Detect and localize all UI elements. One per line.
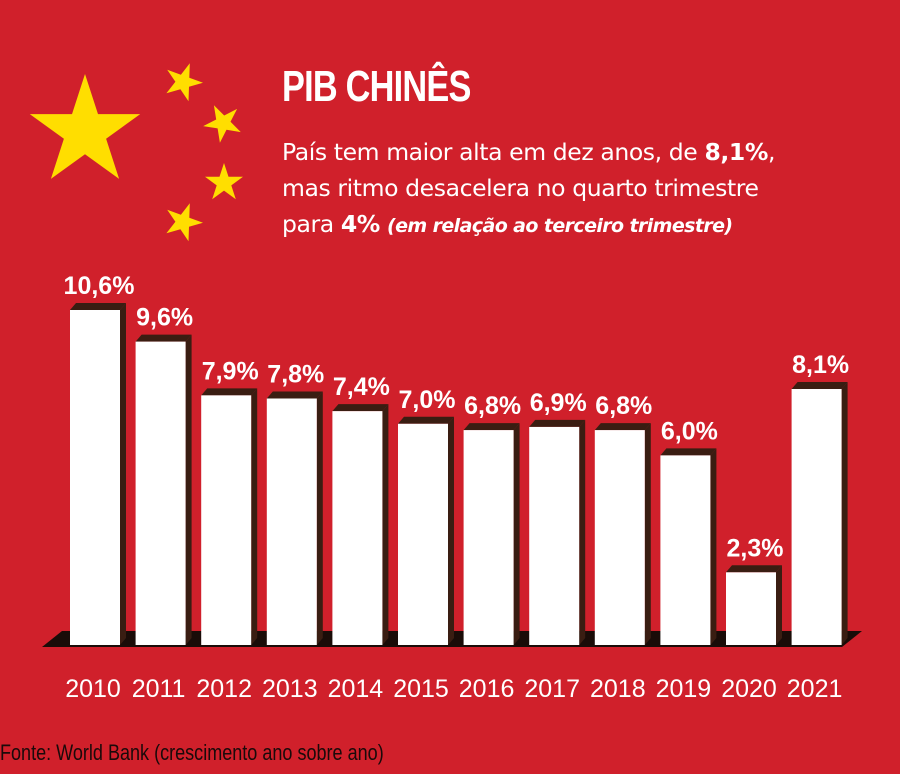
bar-top (135, 334, 192, 342)
subtitle-highlight-annual: 8,1% (704, 138, 769, 166)
bar-top (332, 404, 389, 412)
year-tick-label: 2018 (590, 675, 646, 703)
bars-group (70, 303, 848, 645)
bar-top (201, 388, 258, 396)
bar-side (644, 423, 651, 645)
bar-side (382, 404, 389, 645)
subtitle-note: (em relação ao terceiro trimestre) (387, 215, 733, 237)
bar-top (726, 565, 782, 573)
small-star-icon (166, 203, 203, 242)
bar-side (120, 303, 126, 645)
bar-value-label: 6,9% (530, 389, 587, 417)
big-star-icon (29, 74, 141, 179)
bar-side (185, 334, 192, 645)
bar-value-label: 7,4% (333, 373, 390, 401)
bar-value-label: 8,1% (792, 351, 849, 379)
bar (266, 398, 317, 645)
subtitle-text-line2: mas ritmo desacelera no quarto trimestre (282, 174, 759, 202)
bar-side (448, 416, 454, 645)
year-tick-label: 2015 (393, 675, 449, 703)
subtitle-text: País tem maior alta em dez anos, de (282, 138, 705, 166)
year-tick-label: 2013 (262, 675, 318, 703)
bar-value-label: 6,0% (661, 417, 718, 445)
bar-value-label: 6,8% (595, 392, 652, 420)
bar-side (316, 391, 323, 645)
source-note: Fonte: World Bank (crescimento ano sobre… (0, 740, 384, 765)
flag-stars (29, 63, 243, 242)
year-tick-label: 2012 (196, 675, 252, 703)
bar-value-label: 9,6% (136, 304, 193, 332)
bar-side (251, 388, 258, 645)
bar-value-label: 10,6% (64, 272, 135, 300)
year-tick-label: 2010 (65, 675, 121, 703)
year-tick-label: 2016 (459, 675, 515, 703)
subtitle-highlight-quarter: 4% (340, 210, 381, 238)
bar-top (791, 382, 848, 390)
bar-top (660, 448, 717, 456)
bar (791, 389, 842, 645)
year-tick-label: 2011 (132, 675, 186, 703)
subtitle-comma: , (768, 138, 776, 166)
chart-subtitle: País tem maior alta em dez anos, de 8,1%… (282, 134, 892, 244)
bar-top (398, 416, 454, 424)
bar (135, 341, 186, 645)
subtitle-text-line3: para (282, 210, 341, 238)
small-star-icon (166, 63, 203, 102)
year-tick-label: 2014 (328, 675, 384, 703)
bar (398, 423, 448, 645)
year-tick-label: 2019 (656, 675, 712, 703)
small-star-icon (203, 105, 241, 143)
bar (332, 411, 383, 645)
bar-top (594, 423, 651, 431)
bar-side (710, 448, 717, 645)
bar-top (70, 303, 126, 310)
year-tick-label: 2020 (721, 675, 777, 703)
bar (726, 572, 776, 645)
bar (529, 426, 580, 645)
chart-title: PIB CHINÊS (282, 62, 471, 111)
bar-value-label: 2,3% (727, 534, 784, 562)
bar-value-label: 7,8% (267, 360, 324, 388)
bar-side (579, 419, 586, 645)
value-labels-group: 10,6%9,6% 7,9% 7,8% 7,4% 7,0% 6,8% 6,9% 6,8% 6,0… (64, 272, 850, 562)
year-tick-label: 2021 (787, 675, 843, 703)
bar-value-label: 6,8% (464, 392, 521, 420)
year-tick-label: 2017 (524, 675, 580, 703)
small-star-icon (205, 163, 243, 200)
bar (594, 430, 645, 645)
bar (201, 395, 252, 645)
bar-top (529, 419, 586, 427)
bar (463, 430, 514, 645)
bar-side (513, 423, 520, 645)
year-labels-group: 2010 2011 2012 2013 2014 2015 2016 2017 2018 2019… (65, 675, 842, 703)
bar-top (266, 391, 323, 399)
bar-value-label: 7,0% (399, 386, 456, 414)
bar-side (776, 565, 782, 645)
bar (70, 310, 120, 645)
bar-side (841, 382, 848, 645)
bar-top (463, 423, 520, 431)
bar-value-label: 7,9% (202, 357, 259, 385)
bar (660, 455, 711, 645)
